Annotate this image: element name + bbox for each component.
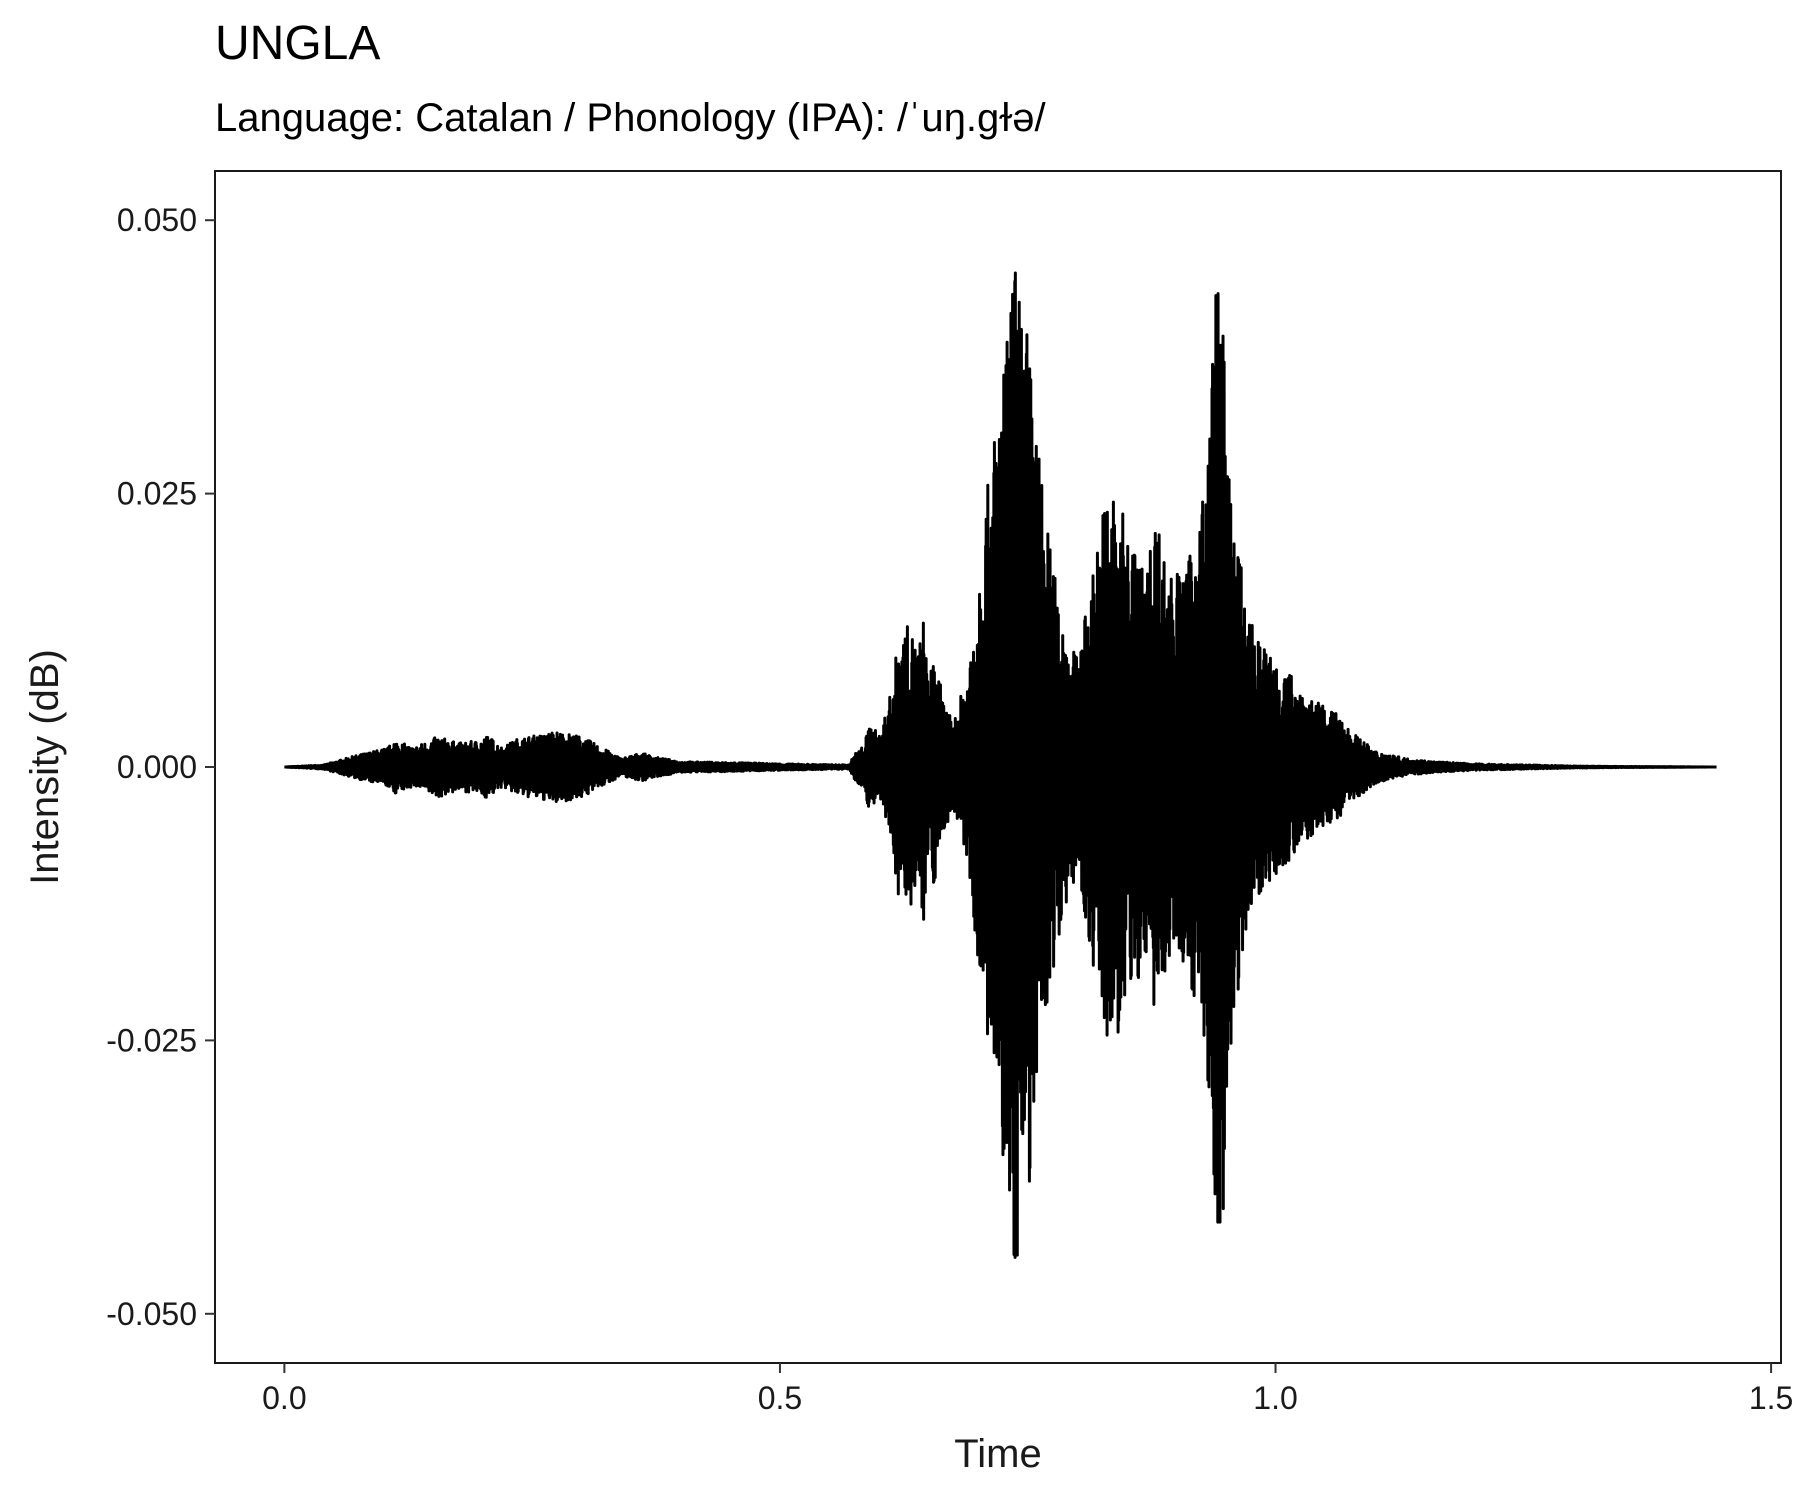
waveform-line (283, 271, 1718, 1259)
y-tick-label: -0.025 (106, 1022, 197, 1058)
y-tick-label: -0.050 (106, 1296, 197, 1332)
x-tick-label: 0.0 (262, 1380, 306, 1416)
x-axis-label: Time (954, 1432, 1041, 1476)
x-tick-label: 1.0 (1253, 1380, 1297, 1416)
x-axis: 0.0 0.5 1.0 1.5 (262, 1363, 1793, 1416)
x-tick-label: 0.5 (758, 1380, 802, 1416)
y-axis-label: Intensity (dB) (23, 649, 67, 885)
y-tick-label: 0.000 (117, 749, 197, 785)
chart-title: UNGLA (215, 17, 381, 70)
y-axis: 0.050 0.025 0.000 -0.025 -0.050 (106, 202, 215, 1332)
waveform-layer (283, 271, 1718, 1259)
y-tick-label: 0.050 (117, 202, 197, 238)
y-tick-label: 0.025 (117, 476, 197, 512)
x-tick-label: 1.5 (1749, 1380, 1793, 1416)
chart-subtitle: Language: Catalan / Phonology (IPA): /ˈu… (215, 96, 1046, 140)
